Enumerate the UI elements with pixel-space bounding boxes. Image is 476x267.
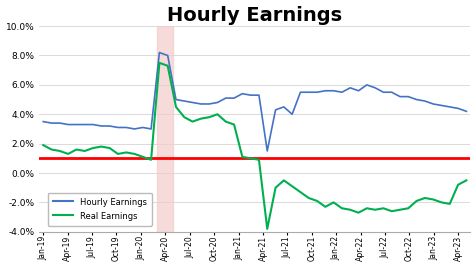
Title: Hourly Earnings: Hourly Earnings <box>167 6 342 25</box>
Bar <box>157 26 173 232</box>
Legend: Hourly Earnings, Real Earnings: Hourly Earnings, Real Earnings <box>48 193 152 226</box>
